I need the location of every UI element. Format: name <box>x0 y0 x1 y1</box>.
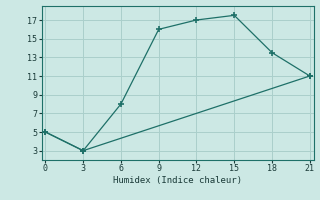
X-axis label: Humidex (Indice chaleur): Humidex (Indice chaleur) <box>113 176 242 185</box>
